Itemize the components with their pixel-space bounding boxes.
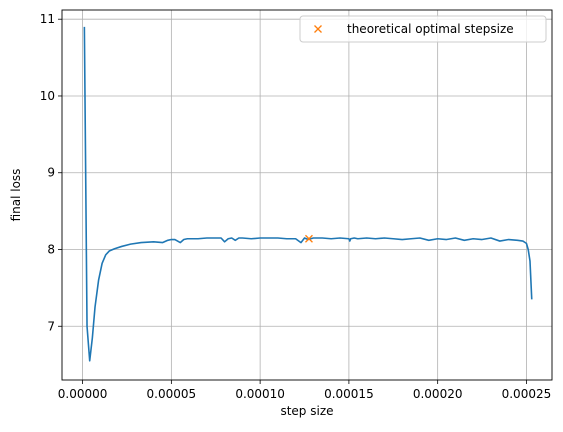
data-point-optimal-stepsize [304,234,313,243]
marker-layer [304,234,313,243]
y-tick-label: 7 [47,319,55,333]
legend-box [299,15,547,43]
x-axis-label: step size [280,404,333,418]
x-tick-label: 0.00000 [58,387,108,401]
series-line-final-loss [83,26,533,362]
legend-entry-label: theoretical optimal stepsize [347,22,514,36]
x-tick-label: 0.00020 [413,387,463,401]
y-axis-ticks: 7 8 9 10 11 [40,12,62,333]
x-tick-label: 0.00005 [147,387,197,401]
y-axis-label: final loss [9,169,23,222]
y-tick-label: 8 [47,243,55,257]
y-tick-label: 10 [40,89,55,103]
x-tick-label: 0.00015 [324,387,374,401]
x-axis-ticks: 0.00000 0.00005 0.00010 0.00015 0.00020 0.000… [58,380,551,401]
x-tick-label: 0.00010 [235,387,285,401]
legend-x-marker-icon [314,25,322,33]
y-tick-label: 11 [40,12,55,26]
y-tick-label: 9 [47,166,55,180]
series-layer [83,26,533,362]
legend: theoretical optimal stepsize [299,15,547,43]
axes-frame [61,9,553,381]
legend-marker-x-icon [314,25,322,33]
x-tick-label: 0.00025 [502,387,552,401]
